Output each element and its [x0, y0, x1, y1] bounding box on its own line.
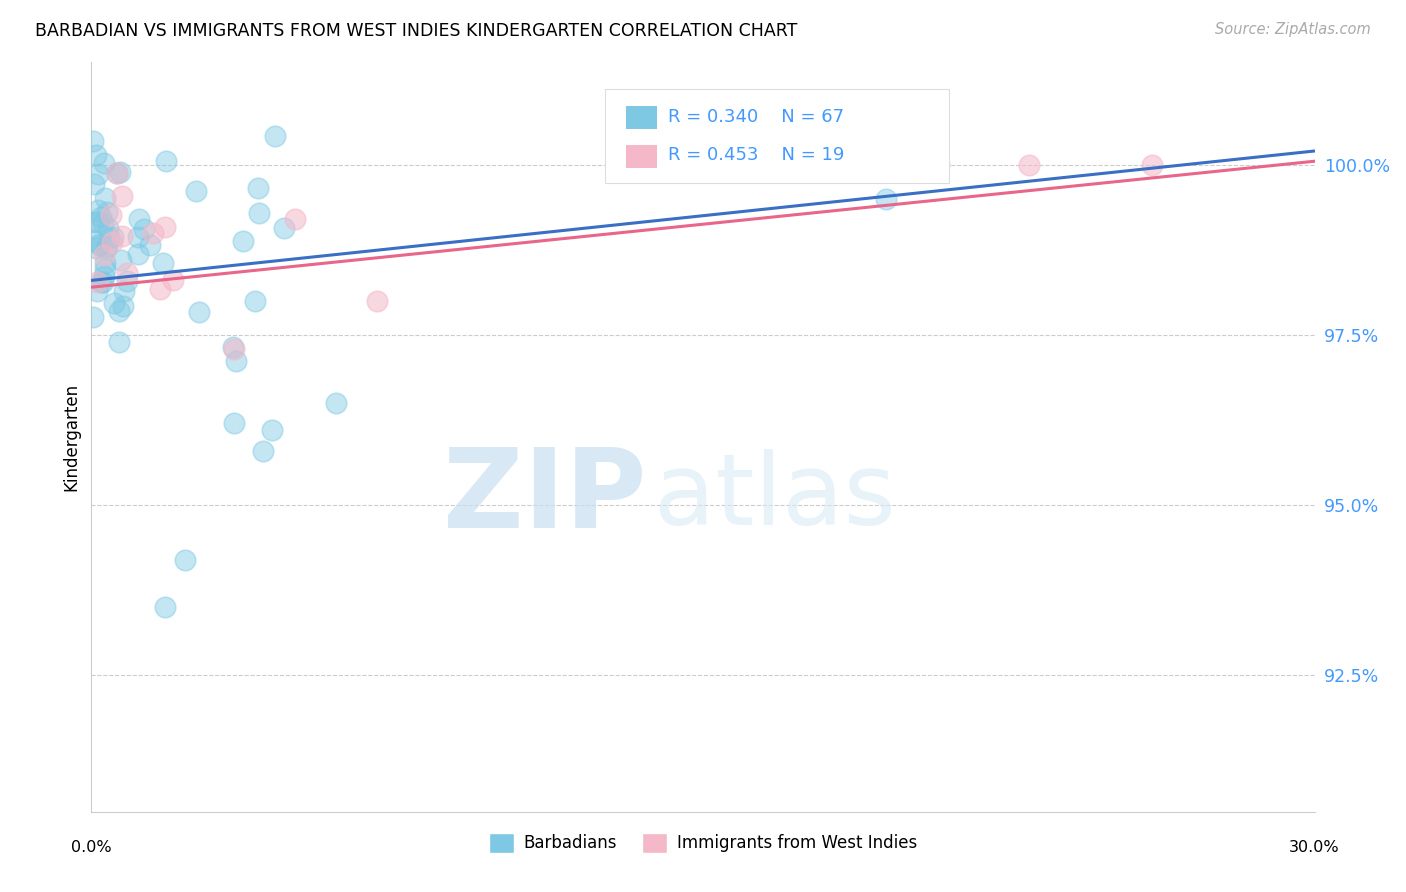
Point — [246, 181, 269, 195]
Point — [232, 234, 254, 248]
Point — [107, 303, 129, 318]
Point — [366, 293, 388, 308]
Point — [247, 205, 270, 219]
Point — [139, 238, 162, 252]
Point — [252, 443, 274, 458]
Point — [221, 340, 243, 354]
Point — [96, 239, 118, 253]
Point — [186, 184, 208, 198]
Text: R = 0.453    N = 19: R = 0.453 N = 19 — [668, 146, 844, 164]
Text: 0.0%: 0.0% — [72, 840, 111, 855]
Point — [101, 235, 124, 249]
Point — [115, 266, 138, 280]
Text: atlas: atlas — [654, 449, 896, 546]
Text: ZIP: ZIP — [443, 443, 647, 550]
Point — [112, 300, 135, 314]
Point — [86, 167, 108, 181]
Point — [91, 216, 114, 230]
Point — [105, 166, 128, 180]
Point — [82, 134, 104, 148]
Point — [82, 310, 104, 324]
Point — [86, 275, 108, 289]
Point — [111, 228, 134, 243]
Point — [93, 268, 115, 283]
Point — [325, 396, 347, 410]
Point — [103, 295, 125, 310]
Point — [141, 226, 163, 240]
Text: Source: ZipAtlas.com: Source: ZipAtlas.com — [1215, 22, 1371, 37]
Point — [188, 305, 211, 319]
Point — [82, 215, 104, 229]
Point — [875, 192, 898, 206]
Point — [87, 237, 110, 252]
Point — [153, 600, 176, 615]
Point — [94, 241, 117, 255]
Point — [91, 275, 114, 289]
Point — [928, 158, 950, 172]
Point — [86, 202, 108, 217]
Point — [243, 294, 266, 309]
Point — [94, 191, 117, 205]
Point — [225, 354, 247, 368]
Point — [1018, 158, 1040, 172]
Point — [90, 210, 112, 224]
Point — [127, 247, 149, 261]
Point — [87, 215, 110, 229]
Point — [84, 241, 107, 255]
Point — [132, 221, 155, 235]
Point — [108, 335, 131, 350]
Point — [114, 284, 136, 298]
Point — [153, 220, 176, 235]
Text: BARBADIAN VS IMMIGRANTS FROM WEST INDIES KINDERGARTEN CORRELATION CHART: BARBADIAN VS IMMIGRANTS FROM WEST INDIES… — [35, 22, 797, 40]
Point — [89, 238, 111, 252]
Point — [107, 166, 129, 180]
Point — [162, 273, 184, 287]
Legend: Barbadians, Immigrants from West Indies: Barbadians, Immigrants from West Indies — [482, 826, 924, 860]
Point — [98, 231, 121, 245]
Text: 30.0%: 30.0% — [1289, 840, 1340, 855]
Point — [263, 129, 285, 144]
Point — [155, 153, 177, 168]
Point — [83, 177, 105, 191]
Point — [262, 423, 284, 437]
Point — [89, 275, 111, 289]
Point — [93, 262, 115, 277]
Point — [94, 256, 117, 270]
Point — [108, 164, 131, 178]
Point — [111, 189, 134, 203]
Point — [93, 247, 115, 261]
Point — [152, 255, 174, 269]
Y-axis label: Kindergarten: Kindergarten — [62, 383, 80, 491]
Point — [84, 147, 107, 161]
Point — [128, 212, 150, 227]
Text: R = 0.340    N = 67: R = 0.340 N = 67 — [668, 108, 844, 126]
Point — [86, 285, 108, 299]
Point — [93, 156, 115, 170]
Point — [96, 205, 118, 219]
Point — [115, 274, 138, 288]
Point — [110, 252, 132, 267]
Point — [149, 282, 172, 296]
Point — [101, 229, 124, 244]
Point — [127, 229, 149, 244]
Point — [222, 417, 246, 431]
Point — [1140, 158, 1163, 172]
Point — [82, 233, 104, 247]
Point — [100, 208, 122, 222]
Point — [273, 221, 295, 235]
Point — [222, 342, 246, 356]
Point — [284, 212, 307, 227]
Point — [174, 552, 197, 566]
Point — [97, 221, 120, 235]
